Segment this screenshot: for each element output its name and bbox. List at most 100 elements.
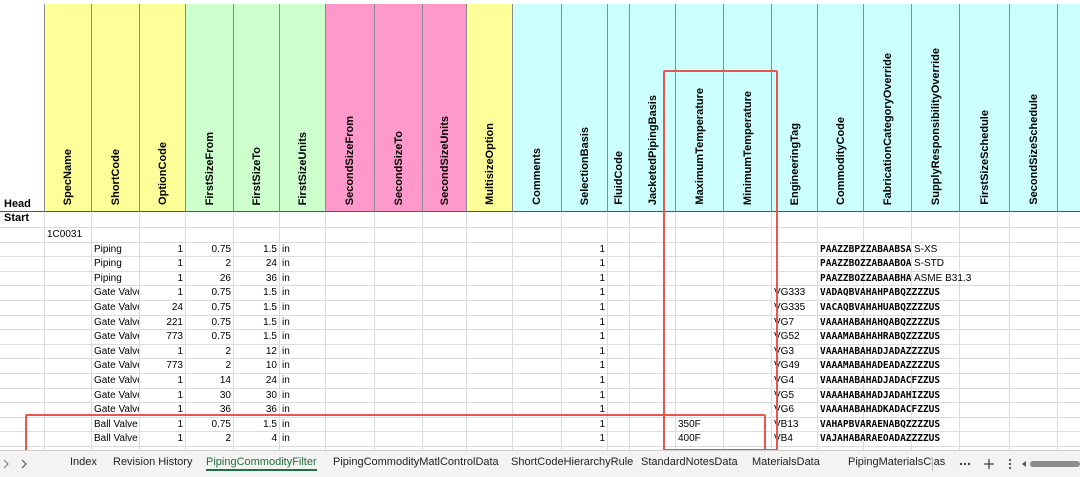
- cell-number: 2: [225, 346, 231, 357]
- grid-line-horizontal: [0, 446, 1080, 447]
- grid-line-horizontal: [0, 315, 1080, 316]
- options-icon[interactable]: [1008, 458, 1012, 470]
- column-header-label: EngineeringTag: [788, 122, 801, 205]
- grid-line-vertical: [1057, 212, 1058, 450]
- grid-line-horizontal: [0, 242, 1080, 243]
- grid-line-horizontal: [0, 388, 1080, 389]
- cell-number: 1.5: [263, 287, 277, 298]
- cell-number: 1: [177, 287, 183, 298]
- column-header-label: SupplyResponsibilityOverride: [929, 47, 942, 205]
- cell-number: 2: [225, 360, 231, 371]
- sheet-tab[interactable]: MaterialsData: [752, 456, 820, 468]
- column-header: MinimumTemperature: [724, 4, 772, 212]
- cell-number: 0.75: [211, 331, 231, 342]
- cell-number: 1.5: [263, 302, 277, 313]
- grid-line-horizontal: [0, 256, 1080, 257]
- cell-text: VAAAHABAHAHQABQZZZZUS: [820, 317, 941, 328]
- cell-text: S-XS: [914, 244, 938, 255]
- sheet-tab[interactable]: Index: [70, 456, 97, 468]
- cell-number: 1: [177, 433, 183, 444]
- sheet-tab[interactable]: PipingCommodityMatlControlData: [333, 456, 499, 468]
- cell-number: 1: [177, 390, 183, 401]
- column-header-label: FirstSizeTo: [250, 146, 263, 205]
- sheet-tab[interactable]: ShortCodeHierarchyRule: [511, 456, 634, 468]
- cell-number: 1: [177, 346, 183, 357]
- horizontal-scrollbar[interactable]: [1030, 461, 1080, 467]
- cell-number: 24: [171, 302, 183, 313]
- cell-number: 14: [219, 375, 231, 386]
- worksheet: SpecName ShortCode OptionCode FirstSizeFrom…: [0, 4, 1080, 450]
- cell-number: 36: [219, 404, 231, 415]
- sheet-tab[interactable]: StandardNotesData: [641, 456, 738, 468]
- cell-number: 1: [177, 258, 183, 269]
- scrollbar-left[interactable]: [1022, 461, 1026, 467]
- cell-number: 2: [225, 433, 231, 444]
- cell-text: VG3: [774, 346, 795, 357]
- grid-line-horizontal: [0, 402, 1080, 403]
- cell-number: 30: [265, 390, 277, 401]
- sheet-tab[interactable]: Revision History: [113, 456, 193, 468]
- column-header: MultisizeOption: [467, 4, 513, 212]
- column-header: [1058, 4, 1080, 212]
- column-header: JacketedPipingBasis: [630, 4, 676, 212]
- cell-text: in: [282, 317, 290, 328]
- cell-text: Gate Valve: [94, 346, 139, 357]
- cell-text: in: [282, 419, 290, 430]
- scroll-right-icon[interactable]: [21, 459, 27, 469]
- grid-line-vertical: [512, 212, 513, 450]
- column-header-label: SecondSizeUnits: [438, 115, 451, 205]
- cell-text: VAJAHABARAEOADAZZZZUS: [820, 433, 941, 444]
- cell-number: 1.5: [263, 419, 277, 430]
- column-header: CommodityCode: [818, 4, 864, 212]
- column-header-label: SecondSizeFrom: [344, 115, 356, 205]
- cell-text: VG335: [774, 302, 806, 313]
- column-header-label: SecondSizeTo: [392, 130, 405, 205]
- column-header: SpecName: [45, 4, 92, 212]
- cell-number: 1: [599, 317, 605, 328]
- grid-line-horizontal: [0, 300, 1080, 301]
- grid-line-vertical: [675, 212, 676, 450]
- cell-text: VAAAMABAHAHRABQZZZZUS: [820, 331, 941, 342]
- cell-number: 1: [177, 419, 183, 430]
- cell-text: Gate Valve: [94, 302, 139, 313]
- cell-number: 1.5: [263, 317, 277, 328]
- spec-name-cell: 1C0031: [47, 229, 83, 240]
- cell-text: VB4: [774, 433, 793, 444]
- grid-line-vertical: [325, 212, 326, 450]
- cell-text: VAAAMABAHADEADAZZZZUS: [820, 360, 941, 371]
- cell-text: Gate Valve: [94, 331, 139, 342]
- cell-text: Gate Valve: [94, 287, 139, 298]
- column-header: SecondSizeFrom: [326, 4, 375, 212]
- cell-number: 0.75: [211, 287, 231, 298]
- cell-number: 30: [219, 390, 231, 401]
- cell-text: 350F: [678, 419, 701, 430]
- highlight-ball-valve-rows: [25, 414, 766, 452]
- cell-text: ASME B31.3: [914, 273, 972, 284]
- cell-text: Gate Valve: [94, 404, 139, 415]
- sheet-tab[interactable]: PipingMaterialsClas: [848, 456, 946, 468]
- scroll-left-icon[interactable]: [3, 459, 9, 469]
- cell-text: VAAAHABAHADJADAZZZZUS: [820, 346, 941, 357]
- cell-number: 1: [599, 375, 605, 386]
- column-header: Comments: [513, 4, 562, 212]
- column-header: FirstSizeSchedule: [960, 4, 1010, 212]
- sheet-tab-bar: Index Revision History PipingCommodityFilt…: [0, 450, 1080, 477]
- column-header: SecondSizeTo: [375, 4, 423, 212]
- cell-text: VAAAHABAHADJADACFZZUS: [820, 375, 941, 386]
- column-header: FirstSizeTo: [234, 4, 280, 212]
- more-tabs-icon[interactable]: [959, 462, 971, 466]
- cell-text: Gate Valve: [94, 317, 139, 328]
- cell-number: 1: [599, 331, 605, 342]
- column-header-label: FirstSizeSchedule: [978, 110, 991, 205]
- sheet-tab[interactable]: PipingCommodityFilter: [206, 456, 317, 471]
- highlight-temperature-columns: [663, 70, 778, 451]
- grid-line-horizontal: [0, 227, 1080, 228]
- column-header-label: Comments: [531, 148, 543, 205]
- cell-number: 1: [599, 244, 605, 255]
- cell-text: VG7: [774, 317, 795, 328]
- grid-line-horizontal: [0, 358, 1080, 359]
- add-sheet-icon[interactable]: [984, 459, 994, 469]
- grid-line-horizontal: [0, 329, 1080, 330]
- cell-number: 1.5: [263, 331, 277, 342]
- cell-number: 4: [271, 433, 277, 444]
